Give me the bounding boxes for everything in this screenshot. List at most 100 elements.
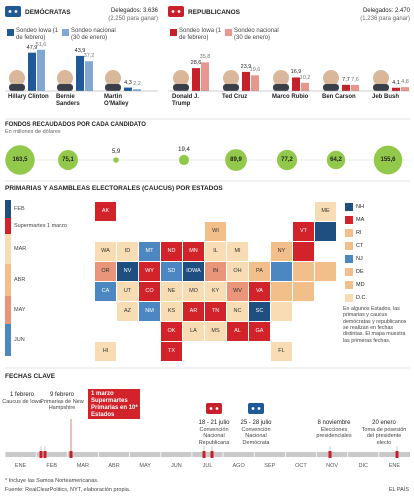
state-label: NY [277,248,286,254]
month-label: ENE [14,463,27,469]
bar [76,55,84,91]
event-marker [328,451,332,458]
small-state-swatch [345,255,353,263]
state-label: IN [212,268,219,274]
funds-bubble [113,157,119,163]
legend-swatch [5,296,11,324]
state [95,242,116,261]
state-label: WY [145,268,154,274]
state-label: AL [234,328,241,334]
bar [124,87,132,91]
legend-swatch [225,29,232,36]
state [315,222,336,241]
small-state-swatch [345,203,353,211]
state [205,222,226,241]
bar [251,75,259,91]
state [139,242,160,261]
value-label: 47,9 [26,44,38,51]
value-label: 16,9 [290,69,302,76]
state [95,282,116,301]
month-label: MAR [76,463,89,469]
month-label: OCT [295,463,307,469]
month-label: JUN [170,463,182,469]
state [139,302,160,321]
bar [351,84,359,91]
funds-label: 163,5 [12,157,28,163]
bar [301,82,309,91]
state [117,302,138,321]
state [249,322,270,341]
event-date: 25 - 28 julio [240,420,272,426]
legend-swatch [5,218,11,234]
month-label: DIC [358,463,368,469]
state-label: VT [299,228,308,234]
event-text: Toma de posesión del presidente electo [361,427,407,446]
funds-title: FONDOS RECAUDADOS POR CADA CANDIDATO [5,122,146,128]
small-state-swatch [345,242,353,250]
timeline-bar [5,452,410,457]
state [183,242,204,261]
bar [242,71,250,91]
logo-star [257,407,261,410]
state-label: OR [101,268,110,274]
candidate-name: Bernie Sanders [56,94,80,107]
state [271,262,292,281]
event-marker [395,451,399,458]
legend-label: FEB [14,205,25,212]
candidate-photo [173,84,189,91]
state [271,342,292,361]
funds-bubble [5,145,35,175]
funds-bubble [178,154,190,166]
state-label: SC [255,308,264,314]
candidate-name: Ted Cruz [222,94,248,100]
logo-star [215,407,219,410]
legend-swatch [170,29,177,36]
small-state-label: CT [356,243,364,249]
delegates-note: (1.236 para ganar) [360,16,410,22]
legend-swatch [7,29,14,36]
value-label: 51,6 [35,41,47,48]
candidate-photo [9,70,25,86]
funds-bubble [225,149,247,171]
party-logo [248,403,264,414]
state-label: ID [124,248,131,254]
value-label: 10,2 [299,74,311,81]
bar [342,84,350,91]
month-label: ABR [108,463,120,469]
candidate-photo [173,70,189,86]
value-label: 7,6 [351,76,359,83]
candidate-photo [373,70,389,86]
party-logo [206,403,222,414]
bar [133,89,141,91]
candidate-photo [57,70,73,86]
state [117,262,138,281]
month-label: JUL [202,463,213,469]
state-label: FL [278,348,285,354]
logo-star [8,10,12,13]
small-state-swatch [345,229,353,237]
panel-title: REPUBLICANOS [188,9,241,16]
state-label: VA [256,288,263,294]
state [205,302,226,321]
state [117,282,138,301]
bar [85,61,93,91]
delegates: Delegados: 3.636 [110,8,158,14]
event-marker [39,451,43,458]
funds-bubble [326,150,346,170]
state-label: NV [123,268,132,274]
state-label: AZ [123,308,132,314]
event-date: 1 febrero [9,392,34,398]
candidate-photo [9,84,25,91]
event-text: Elecciones presidenciales [316,427,352,440]
state [271,242,292,261]
value-label: 19,6 [249,67,261,74]
state [161,242,182,261]
month-label: ENE [388,463,401,469]
state-label: NC [233,308,242,314]
candidate-photo [273,84,289,91]
state-label: CO [145,288,154,294]
candidate-name: Martin O'Malley [104,94,129,107]
state [161,302,182,321]
candidate-photo [105,70,121,86]
state-label: AR [189,308,198,314]
